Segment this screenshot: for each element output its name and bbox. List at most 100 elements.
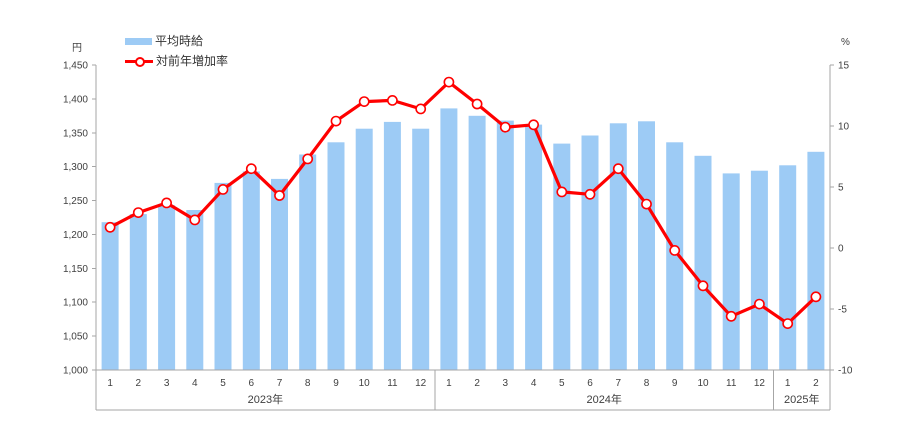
legend-item-yoy-rate: 対前年増加率 xyxy=(125,51,228,71)
line-point-month-4 xyxy=(189,214,201,226)
line-point-month-5 xyxy=(217,183,229,195)
bar-month-5 xyxy=(214,182,232,370)
right-axis-tick-label: -10 xyxy=(838,366,853,377)
month-label: 10 xyxy=(359,378,371,389)
line-point-month-12 xyxy=(415,103,427,115)
month-label: 7 xyxy=(616,378,622,389)
bar-month-6 xyxy=(242,171,260,370)
bar-month-2 xyxy=(129,214,147,370)
left-axis-tick-label: 1,400 xyxy=(63,94,88,105)
bar-series-swatch xyxy=(125,37,152,45)
line-point-month-16 xyxy=(528,119,539,131)
month-label: 8 xyxy=(305,378,311,389)
month-label: 5 xyxy=(559,378,565,389)
line-point-month-22 xyxy=(697,280,709,292)
line-point-month-7 xyxy=(274,190,285,201)
bar-month-17 xyxy=(553,143,571,370)
month-label: 9 xyxy=(333,378,339,389)
month-label: 8 xyxy=(644,378,650,389)
bar-month-16 xyxy=(525,124,543,370)
month-label: 2 xyxy=(474,378,480,389)
right-axis-unit: % xyxy=(841,37,850,48)
line-point-month-24 xyxy=(754,298,765,310)
left-axis-tick-label: 1,050 xyxy=(63,332,88,343)
month-label: 9 xyxy=(672,378,678,389)
line-point-month-1 xyxy=(104,221,116,233)
month-label: 5 xyxy=(220,378,226,389)
left-axis-unit: 円 xyxy=(72,43,82,54)
left-axis-tick-label: 1,150 xyxy=(63,264,88,275)
month-label: 1 xyxy=(446,378,452,389)
month-label: 3 xyxy=(503,378,509,389)
bar-month-25 xyxy=(779,165,797,370)
right-axis-tick-label: 10 xyxy=(838,122,850,133)
month-label: 1 xyxy=(107,378,113,389)
bar-month-11 xyxy=(383,121,401,371)
line-point-month-6 xyxy=(245,163,257,175)
left-axis-tick-label: 1,450 xyxy=(63,61,88,72)
month-label: 2 xyxy=(136,378,142,389)
bar-month-26 xyxy=(807,151,825,370)
line-point-month-23 xyxy=(725,310,737,322)
line-point-month-17 xyxy=(556,186,568,198)
year-label-2024年: 2024年 xyxy=(586,392,621,406)
bar-month-3 xyxy=(158,205,176,370)
left-axis-tick-label: 1,200 xyxy=(63,230,88,241)
left-axis-tick-label: 1,100 xyxy=(63,298,88,309)
month-label: 1 xyxy=(785,378,791,389)
month-label: 7 xyxy=(277,378,283,389)
month-label: 4 xyxy=(531,378,537,389)
bar-month-9 xyxy=(327,142,345,370)
bar-month-23 xyxy=(722,173,740,370)
year-label-2025年: 2025年 xyxy=(784,392,819,406)
month-label: 4 xyxy=(192,378,198,389)
month-label: 6 xyxy=(249,378,255,389)
line-point-month-8 xyxy=(302,153,314,165)
yoy-rate-line xyxy=(108,80,818,326)
line-point-month-3 xyxy=(161,197,172,209)
bar-month-12 xyxy=(412,128,430,370)
bar-month-19 xyxy=(609,123,627,370)
right-axis-tick-label: 5 xyxy=(838,183,844,194)
line-point-month-14 xyxy=(471,98,483,110)
line-point-month-25 xyxy=(782,318,794,329)
legend-item-average-wage: 平均時給 xyxy=(125,31,228,51)
line-series-swatch xyxy=(125,56,153,67)
bar-month-10 xyxy=(355,128,373,370)
line-point-month-15 xyxy=(499,121,511,133)
month-label: 11 xyxy=(726,378,737,389)
line-point-month-13 xyxy=(443,76,455,88)
bar-month-20 xyxy=(638,121,655,370)
bar-month-14 xyxy=(468,115,486,370)
bar-month-4 xyxy=(186,210,204,370)
left-axis-tick-label: 1,350 xyxy=(63,128,88,139)
right-axis-tick-label: 0 xyxy=(838,244,844,255)
line-point-month-18 xyxy=(584,188,596,200)
month-label: 3 xyxy=(164,378,170,389)
line-point-month-9 xyxy=(330,115,342,127)
month-label: 10 xyxy=(697,378,709,389)
legend: 平均時給 対前年増加率 xyxy=(125,31,228,71)
line-point-month-2 xyxy=(132,207,144,218)
line-point-month-20 xyxy=(641,198,652,210)
line-point-month-26 xyxy=(810,291,822,303)
month-label: 12 xyxy=(754,378,766,389)
line-point-month-10 xyxy=(358,96,370,107)
month-label: 12 xyxy=(415,378,427,389)
right-axis-tick-label: -5 xyxy=(838,305,847,316)
bar-month-18 xyxy=(581,135,599,370)
bar-month-1 xyxy=(101,222,119,370)
right-axis-tick-label: 15 xyxy=(838,61,850,72)
bar-month-7 xyxy=(271,178,288,370)
left-axis-tick-label: 1,250 xyxy=(63,196,88,207)
line-point-month-11 xyxy=(386,95,398,106)
month-label: 11 xyxy=(387,378,398,389)
line-swatch-marker-icon xyxy=(135,57,145,67)
bar-month-22 xyxy=(694,155,712,370)
bar-month-8 xyxy=(299,154,317,370)
left-axis-tick-label: 1,300 xyxy=(63,162,88,173)
year-label-2023年: 2023年 xyxy=(248,392,283,406)
month-label: 2 xyxy=(813,378,819,389)
